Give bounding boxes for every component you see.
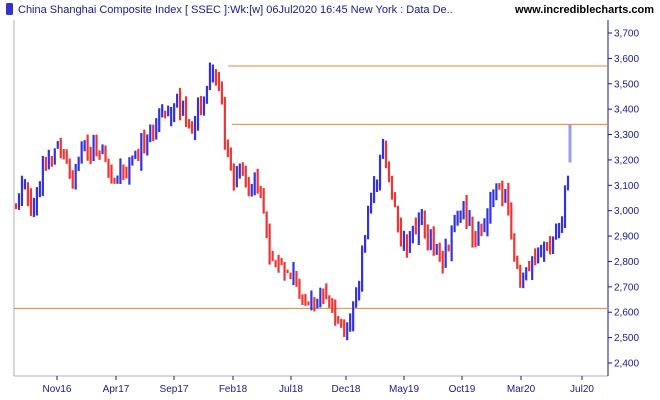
y-tick-label: 2,500: [614, 333, 639, 344]
x-tick-label: Jul18: [279, 384, 303, 395]
x-tick-label: Oct19: [449, 384, 476, 395]
plot-frame: [13, 20, 609, 377]
x-tick-label: Jul20: [570, 384, 594, 395]
y-tick-label: 2,600: [614, 308, 639, 319]
y-axis: 2,400 2,500 2,600 2,700 2,800 2,900 3,000 3,100…: [608, 29, 639, 370]
chart-title: China Shanghai Composite Index [ SSEC ]:…: [18, 4, 453, 16]
site-url: www.incrediblecharts.com: [514, 4, 654, 16]
y-tick-label: 2,700: [614, 282, 639, 293]
x-tick-label: Apr17: [103, 384, 130, 395]
x-tick-label: May19: [389, 384, 419, 395]
x-tick-label: Sep17: [160, 384, 189, 395]
y-tick-label: 3,000: [614, 206, 639, 217]
y-tick-label: 2,900: [614, 232, 639, 243]
y-tick-label: 3,100: [614, 181, 639, 192]
x-axis: Nov16 Apr17 Sep17 Feb18 Jul18 Dec18 May19 Oct19…: [43, 376, 594, 395]
x-tick-label: Feb18: [219, 384, 248, 395]
y-tick-label: 3,300: [614, 130, 639, 141]
y-tick-label: 2,400: [614, 359, 639, 370]
series-marker-icon: [6, 3, 13, 15]
x-tick-label: Dec18: [332, 384, 361, 395]
y-tick-label: 3,200: [614, 155, 639, 166]
y-tick-label: 3,500: [614, 79, 639, 90]
x-tick-label: Mar20: [507, 384, 536, 395]
y-tick-label: 3,600: [614, 54, 639, 65]
price-bars: [14, 62, 572, 341]
x-tick-label: Nov16: [43, 384, 72, 395]
y-tick-label: 2,800: [614, 257, 639, 268]
y-tick-label: 3,400: [614, 105, 639, 116]
y-tick-label: 3,700: [614, 29, 639, 40]
